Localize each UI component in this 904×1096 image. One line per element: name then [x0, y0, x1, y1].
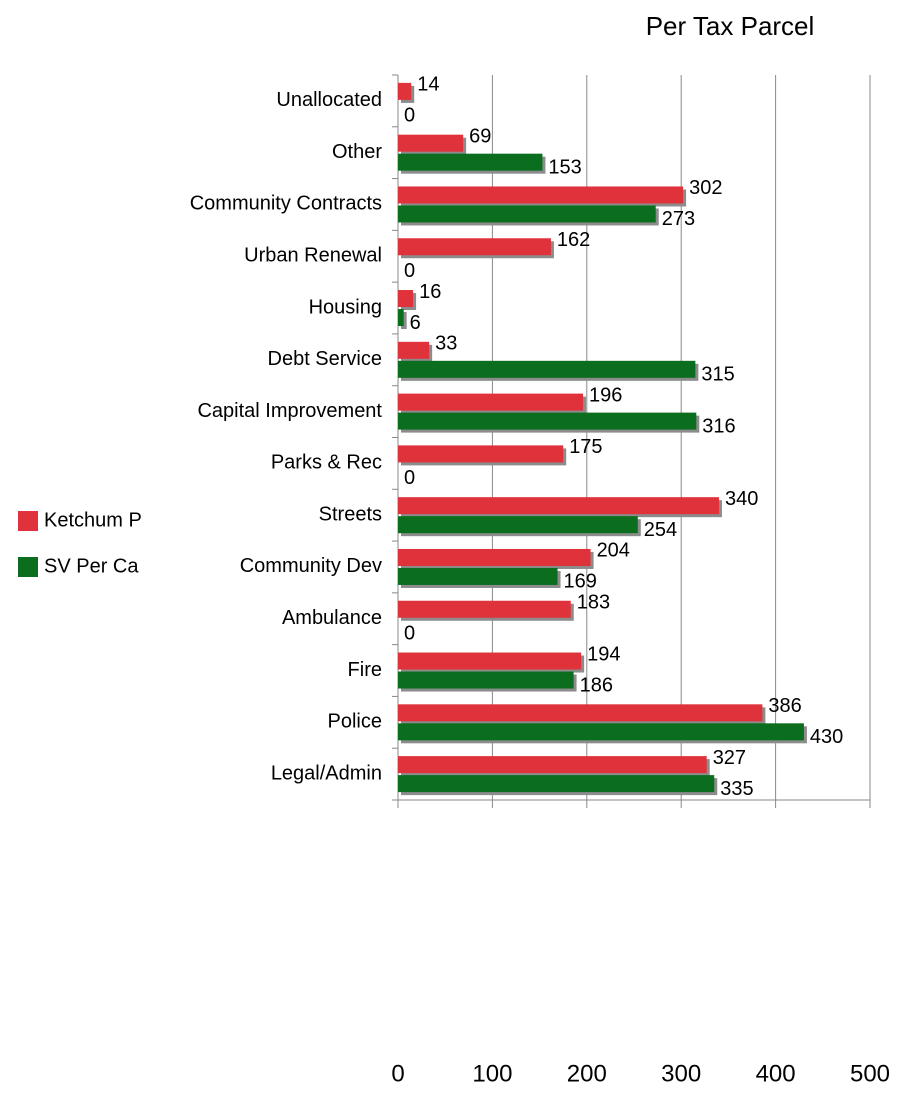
y-tick-label: Urban Renewal	[244, 245, 382, 267]
data-label: 302	[689, 177, 722, 199]
bar	[398, 290, 414, 308]
data-label: 175	[569, 436, 602, 458]
bar	[398, 775, 715, 793]
x-tick-label: 500	[850, 1060, 890, 1087]
data-label: 162	[557, 229, 590, 251]
y-tick-label: Debt Service	[268, 348, 383, 370]
y-tick-label: Ambulance	[282, 607, 382, 629]
x-tick-label: 0	[391, 1060, 404, 1087]
y-tick-label: Community Contracts	[190, 193, 382, 215]
data-label: 194	[587, 643, 620, 665]
y-tick-label: Unallocated	[276, 89, 382, 111]
bar	[398, 671, 574, 689]
x-tick-label: 100	[472, 1060, 512, 1087]
data-label: 169	[564, 571, 597, 593]
data-label: 0	[404, 467, 415, 489]
x-tick-label: 200	[567, 1060, 607, 1087]
data-label: 204	[597, 540, 630, 562]
bar	[398, 82, 412, 100]
bar	[398, 186, 684, 204]
bar	[398, 309, 404, 327]
bar	[398, 497, 719, 515]
bar	[398, 723, 804, 741]
data-label: 315	[701, 364, 734, 386]
legend-label: Ketchum P	[44, 509, 142, 531]
data-label: 153	[548, 156, 581, 178]
legend-swatch	[18, 511, 38, 531]
data-label: 0	[404, 105, 415, 127]
legend-swatch	[18, 557, 38, 577]
data-label: 327	[713, 747, 746, 769]
data-label: 340	[725, 488, 758, 510]
y-tick-label: Housing	[309, 296, 382, 318]
bar	[398, 412, 697, 430]
x-tick-label: 300	[661, 1060, 701, 1087]
bar	[398, 341, 430, 359]
data-label: 183	[577, 592, 610, 614]
bar	[398, 238, 551, 256]
y-tick-label: Fire	[348, 659, 382, 681]
data-label: 0	[404, 260, 415, 282]
legend-label: SV Per Ca	[44, 555, 139, 577]
bar	[398, 445, 564, 463]
y-tick-label: Streets	[319, 503, 382, 525]
bar	[398, 153, 543, 171]
x-tick-label: 400	[756, 1060, 796, 1087]
data-label: 196	[589, 384, 622, 406]
data-label: 33	[435, 333, 457, 355]
data-label: 69	[469, 125, 491, 147]
bar	[398, 600, 571, 618]
data-label: 6	[410, 312, 421, 334]
y-tick-label: Legal/Admin	[271, 762, 382, 784]
chart-title: Per Tax Parcel	[646, 11, 815, 41]
bar	[398, 704, 763, 722]
data-label: 430	[810, 726, 843, 748]
data-label: 316	[702, 415, 735, 437]
data-label: 14	[417, 74, 439, 96]
data-label: 386	[768, 695, 801, 717]
y-tick-label: Community Dev	[240, 555, 382, 577]
data-label: 0	[404, 623, 415, 645]
data-label: 186	[580, 674, 613, 696]
bar	[398, 360, 696, 378]
bar	[398, 548, 591, 566]
bar	[398, 205, 656, 223]
y-tick-label: Parks & Rec	[271, 452, 382, 474]
bar	[398, 393, 584, 411]
y-tick-label: Other	[332, 141, 382, 163]
data-label: 16	[419, 281, 441, 303]
bar	[398, 652, 582, 670]
bar	[398, 567, 558, 585]
data-label: 273	[662, 208, 695, 230]
bar	[398, 516, 638, 534]
y-tick-label: Police	[328, 711, 382, 733]
bar	[398, 134, 464, 152]
bar-shadow	[401, 312, 407, 330]
data-label: 254	[644, 519, 677, 541]
bar	[398, 756, 707, 774]
y-tick-label: Capital Improvement	[197, 400, 382, 422]
data-label: 335	[720, 778, 753, 800]
